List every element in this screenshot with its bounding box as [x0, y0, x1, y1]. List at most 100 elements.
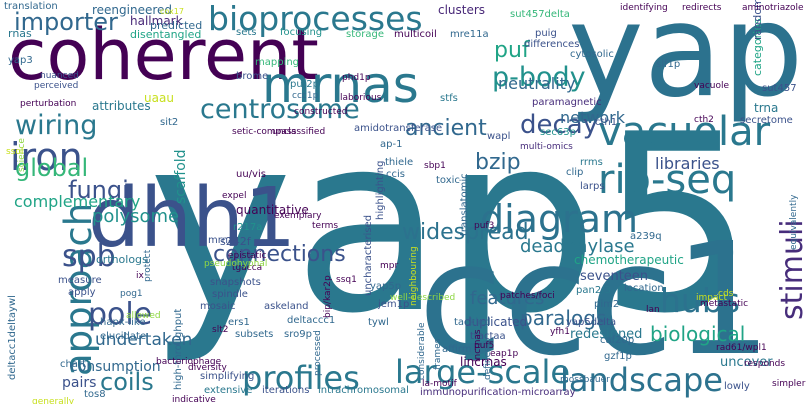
cloud-word: polysome: [92, 206, 180, 227]
cloud-word: hubs: [660, 281, 740, 320]
cloud-word: aminotriazole: [742, 3, 804, 13]
cloud-word: slt2: [212, 325, 229, 335]
cloud-word: clusters: [438, 3, 486, 17]
cloud-word: orthologs: [96, 253, 148, 266]
cloud-word: pairs: [62, 375, 97, 391]
cloud-word: affirm: [442, 344, 472, 355]
cloud-word: ssol: [6, 147, 24, 157]
cloud-word: clip: [566, 167, 584, 178]
cloud-word: uncover: [720, 355, 773, 370]
cloud-word: paramagnetic: [532, 97, 602, 108]
cloud-word: lan: [646, 305, 660, 315]
cloud-word: sit2: [160, 117, 179, 128]
cloud-word: intrachromosomal: [318, 385, 409, 396]
cloud-word: uncharacterised: [363, 214, 374, 296]
cloud-word: pim2: [594, 299, 620, 310]
cloud-word: redirects: [682, 3, 722, 13]
cloud-word: profiles: [242, 359, 360, 397]
cloud-word: paralogs: [520, 306, 607, 330]
cloud-word: hallmark: [130, 14, 183, 28]
cloud-word: lncrnas: [473, 329, 483, 362]
cloud-word: lincrnas: [460, 355, 507, 369]
cloud-word: vacuole: [694, 81, 730, 91]
cloud-word: redesigned: [570, 327, 643, 342]
cloud-word: ap-1: [380, 139, 403, 150]
cloud-word: cox17: [160, 7, 184, 16]
cloud-word: dhh1: [88, 171, 297, 266]
cloud-word: laborious: [340, 93, 382, 103]
cloud-word: rrms: [580, 157, 603, 168]
cloud-word: chemotherapeutic: [574, 253, 684, 267]
cloud-word: epistatic: [228, 251, 267, 261]
cloud-word: sets: [236, 27, 257, 38]
cloud-word: ccc1: [418, 209, 773, 390]
cloud-word: yfh1: [550, 327, 570, 337]
cloud-word: attributes: [92, 99, 151, 113]
cloud-word: deltaccc1: [287, 315, 336, 326]
cloud-word: mre11a: [450, 29, 489, 40]
cloud-word: network: [560, 108, 625, 127]
cloud-word: impact: [696, 293, 727, 303]
cloud-word: processed: [313, 330, 323, 376]
cloud-word: biological: [650, 322, 746, 346]
cloud-word: cds: [718, 289, 734, 299]
cloud-word: identifying: [620, 3, 668, 13]
cloud-word: gzf1p: [604, 351, 632, 362]
cloud-word: phd1p: [342, 73, 371, 83]
cloud-word: yap5: [148, 82, 755, 367]
cloud-word: nuanced: [40, 71, 79, 81]
cloud-word: trna: [754, 101, 779, 115]
cloud-word: frames: [433, 338, 443, 370]
cloud-word: uaau: [144, 91, 174, 105]
cloud-word: ers1: [228, 317, 250, 328]
cloud-word: responds: [744, 359, 786, 369]
cloud-word: constructed: [294, 107, 348, 117]
cloud-word: measure: [58, 275, 102, 286]
cloud-word: perceived: [34, 81, 79, 91]
cloud-word: spindle: [212, 289, 248, 300]
cloud-word: indicative: [172, 395, 216, 404]
cloud-word: mrna: [208, 235, 235, 246]
cloud-word: pan2/3: [576, 285, 611, 296]
cloud-word: sbp1: [424, 161, 446, 171]
cloud-word: highlighting: [375, 160, 386, 220]
cloud-word: iron: [10, 135, 83, 179]
cloud-word: vacuolar: [598, 109, 771, 155]
cloud-word: perturbation: [20, 99, 77, 109]
cloud-word: mpr: [380, 261, 399, 271]
cloud-word: mosaic: [200, 301, 236, 312]
cloud-word: translation: [4, 1, 58, 12]
cloud-word: tywl: [368, 317, 389, 328]
cloud-word: unclassified: [272, 127, 326, 137]
cloud-word: extensive: [204, 385, 253, 396]
cloud-word: coherent: [8, 14, 319, 96]
cloud-word: s242f: [220, 235, 251, 248]
cloud-word: ttactaa: [470, 331, 506, 342]
cloud-word: toxic: [436, 175, 460, 186]
cloud-word: r217a: [233, 222, 263, 233]
cloud-word: centrosome: [200, 94, 360, 125]
cloud-word: simpler: [772, 379, 806, 389]
cloud-word: considerable: [417, 322, 427, 380]
cloud-word: complementary: [14, 192, 141, 211]
cloud-word: cytosolic: [570, 49, 614, 60]
cloud-word: quantitative: [236, 203, 309, 217]
cloud-word: p-body: [492, 62, 586, 93]
cloud-word: connections: [213, 242, 346, 267]
cloud-word: ix: [136, 271, 144, 281]
cloud-word: elucidate: [100, 331, 147, 342]
cloud-word: decay: [520, 110, 599, 140]
cloud-word: protect: [143, 249, 153, 282]
cloud-word: snapshots: [210, 277, 261, 288]
cloud-word: translatomic: [459, 173, 470, 236]
cloud-word: tos8: [84, 389, 106, 400]
cloud-word: brome: [236, 71, 269, 82]
cloud-word: widespread: [402, 220, 529, 245]
cloud-word: sro9p: [284, 329, 312, 340]
cloud-word: generally: [32, 397, 75, 404]
cloud-word: iterations: [262, 385, 310, 396]
cloud-word: ccc1p: [292, 91, 319, 101]
cloud-word: multi-omics: [520, 142, 573, 152]
cloud-word: location: [624, 283, 664, 294]
